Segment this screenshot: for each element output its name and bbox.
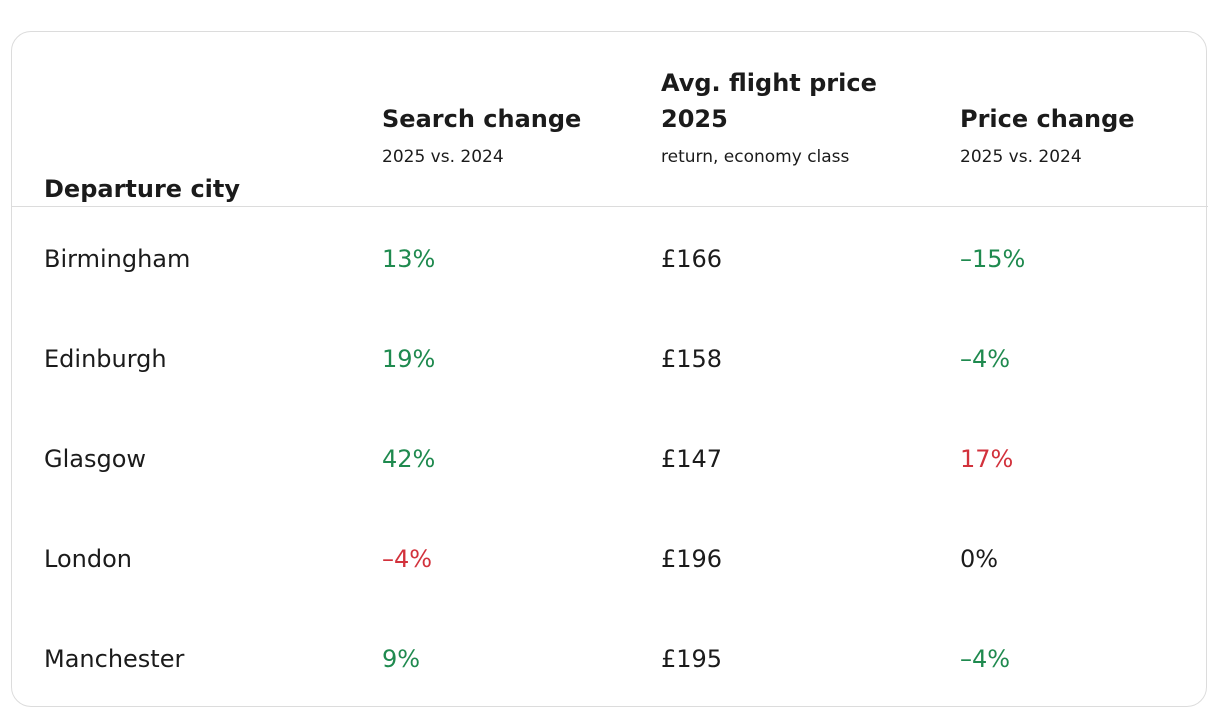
header-cell: Avg. flight price 2025 return, economy c…	[661, 65, 901, 172]
search-change: 13%	[382, 245, 436, 273]
price: £166	[661, 245, 723, 273]
price: £195	[661, 645, 723, 673]
header-cell: Departure city	[44, 171, 240, 207]
price-change: 0%	[960, 545, 999, 573]
city: Edinburgh	[44, 345, 167, 373]
search-change: 9%	[382, 645, 421, 673]
search-change: 19%	[382, 345, 436, 373]
price-change: –4%	[960, 345, 1011, 373]
price-change: –15%	[960, 245, 1026, 273]
search-change: –4%	[382, 545, 433, 573]
header-separator	[11, 206, 1208, 207]
price: £196	[661, 545, 723, 573]
city: Glasgow	[44, 445, 147, 473]
column-subtitle: return, economy class	[661, 147, 850, 167]
column-title: Search change	[382, 105, 582, 133]
city: London	[44, 545, 132, 573]
column-subtitle: 2025 vs. 2024	[382, 147, 504, 167]
column-subtitle: 2025 vs. 2024	[960, 147, 1082, 167]
price: £147	[661, 445, 723, 473]
price-change: 17%	[960, 445, 1014, 473]
header-cell: Search change 2025 vs. 2024	[382, 101, 581, 172]
table-card	[11, 31, 1207, 707]
search-change: 42%	[382, 445, 436, 473]
column-title: Departure city	[44, 175, 241, 203]
price: £158	[661, 345, 723, 373]
city: Birmingham	[44, 245, 191, 273]
city: Manchester	[44, 645, 185, 673]
price-change: –4%	[960, 645, 1011, 673]
header-cell: Price change 2025 vs. 2024	[960, 101, 1135, 172]
column-title: Avg. flight price 2025	[661, 69, 877, 133]
column-title: Price change	[960, 105, 1135, 133]
